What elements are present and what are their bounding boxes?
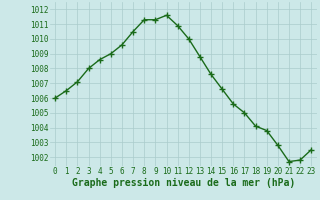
X-axis label: Graphe pression niveau de la mer (hPa): Graphe pression niveau de la mer (hPa) — [72, 178, 295, 188]
